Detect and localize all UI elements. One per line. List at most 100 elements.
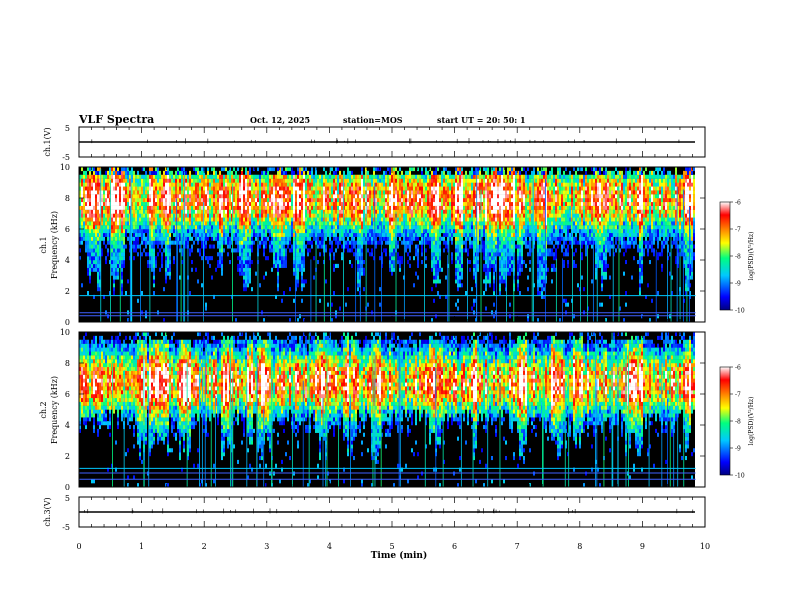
spectrogram-cell [485,279,487,283]
spectrogram-cell [145,229,147,233]
spectrogram-cell [385,214,387,218]
spectrogram-cell [425,221,427,225]
spectrogram-cell [241,264,243,268]
spectrogram-cell [137,183,139,187]
spectrogram-cell [435,268,437,272]
spectrogram-cell [293,221,295,225]
spectrogram-cell [367,217,369,221]
spectrogram-cell [303,268,305,272]
spectrogram-cell [443,225,445,229]
spectrogram-cell [241,241,243,245]
spectrogram-cell [391,175,393,179]
spectrogram-cell [285,264,287,268]
spectrogram-cell [245,210,247,214]
spectrogram-cell [91,221,93,225]
spectrogram-cell [281,233,283,237]
spectrogram-cell [427,190,429,194]
spectrogram-cell [459,260,461,264]
spectrogram-cell [239,225,241,229]
spectrogram-cell [489,264,491,268]
spectrogram-cell [323,206,325,210]
spectrogram-cell [355,179,357,183]
spectrogram-cell [473,268,475,272]
spectrogram-cell [393,225,395,229]
spectrogram-cell [339,171,341,175]
spectrogram-cell [367,225,369,229]
spectrogram-cell [313,175,315,179]
spectrogram-cell [141,186,143,190]
spectrogram-cell [463,221,465,225]
spectrogram-cell [187,206,189,210]
spectrogram-cell [237,221,239,225]
spectrogram-cell [429,214,431,218]
spectrogram-cell [103,214,105,218]
spectrogram-cell [473,229,475,233]
spectrogram-cell [201,241,203,245]
spectrogram-cell [177,179,179,183]
spectrogram-cell [319,229,321,233]
spectrogram-cell [489,183,491,187]
spectrogram-cell [407,221,409,225]
spectrogram-cell [149,190,151,194]
spectrogram-cell [313,190,315,194]
spectrogram-cell [335,210,337,214]
spectrogram-cell [375,210,377,214]
spectrogram-cell [425,194,427,198]
spectrogram-cell [309,210,311,214]
spectrogram-cell [493,202,495,206]
spectrogram-cell [293,206,295,210]
spectrogram-cell [301,233,303,237]
spectrogram-cell [97,276,99,280]
spectrogram-cell [191,214,193,218]
spectrogram-cell [263,248,265,252]
spectrogram-cell [191,217,193,221]
spectrogram-cell [439,264,441,268]
spectrogram-cell [279,198,281,202]
spectrogram-cell [427,186,429,190]
spectrogram-cell [341,217,343,221]
spectrogram-cell [175,190,177,194]
spectrogram-cell [155,183,157,187]
spectrogram-cell [483,241,485,245]
spectrogram-cell [157,175,159,179]
spectrogram-cell [441,190,443,194]
spectrogram-cell [379,183,381,187]
spectrogram-cell [237,248,239,252]
spectrogram-cell [167,171,169,175]
spectrogram-cell [455,221,457,225]
spectrogram-cell [309,206,311,210]
spectrogram-cell [433,248,435,252]
spectrogram-cell [197,221,199,225]
spectrogram-cell [301,248,303,252]
spectrogram-cell [227,221,229,225]
spectrogram-cell [331,233,333,237]
spectrogram-cell [335,171,337,175]
spectrogram-cell [445,225,447,229]
spectrogram-cell [369,186,371,190]
spectrogram-cell [401,179,403,183]
spectrogram-cell [293,190,295,194]
spectrogram-cell [279,194,281,198]
spectrogram-cell [453,179,455,183]
spectrogram-cell [331,198,333,202]
spectrogram-cell [451,241,453,245]
spectrogram-cell [425,171,427,175]
spectrogram-cell [465,248,467,252]
spectrogram-cell [149,210,151,214]
spectrogram-cell [443,237,445,241]
spectrogram-cell [251,194,253,198]
spectrogram-cell [237,210,239,214]
spectrogram-cell [397,260,399,264]
spectrogram-cell [111,167,113,171]
spectrogram-cell [409,214,411,218]
spectrogram-cell [421,233,423,237]
spectrogram-cell [307,229,309,233]
spectrogram-cell [435,241,437,245]
spectrogram-cell [349,186,351,190]
spectrogram-cell [391,183,393,187]
spectrogram-cell [97,225,99,229]
spectrogram-cell [141,175,143,179]
spectrogram-cell [437,221,439,225]
spectrogram-cell [245,202,247,206]
spectrogram-cell [141,198,143,202]
